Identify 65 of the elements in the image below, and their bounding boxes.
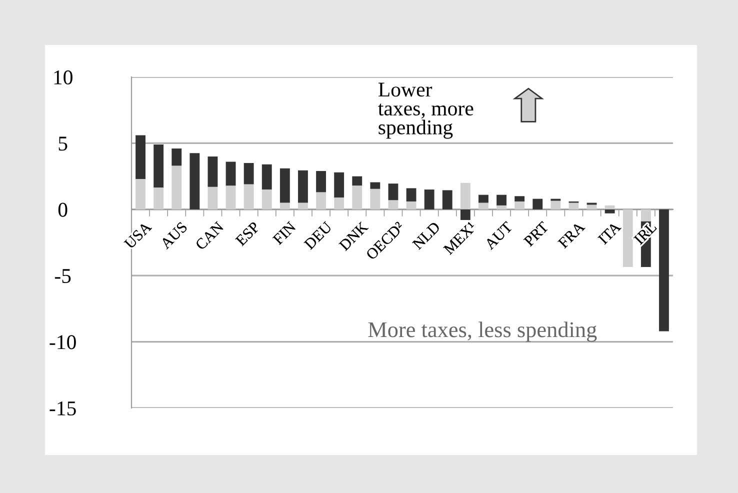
bar: [352, 176, 362, 186]
x-tick-label: ESP: [235, 221, 260, 246]
bar: [136, 135, 146, 179]
bar: [370, 182, 380, 189]
x-tick-label: PRT: [523, 221, 550, 247]
bar: [298, 170, 308, 203]
bar: [442, 190, 452, 210]
bar: [604, 205, 615, 210]
bar: [316, 192, 326, 210]
bar: [244, 184, 254, 210]
bar: [622, 209, 633, 267]
bar: [190, 153, 200, 210]
bar: [208, 156, 218, 187]
annotation: Lower taxes, more spending: [378, 82, 474, 139]
bar: [334, 197, 344, 210]
bar: [226, 186, 236, 210]
bar: [550, 200, 561, 210]
y-tick-label: 10: [54, 70, 72, 84]
bar: [478, 202, 488, 210]
bar: [478, 194, 488, 203]
bar: [586, 204, 597, 210]
y-tick-label: -15: [50, 401, 76, 416]
bar: [568, 202, 579, 210]
bar: [298, 202, 308, 210]
x-tick-label: ITA: [598, 220, 622, 245]
bar: [604, 209, 615, 214]
bar: [460, 182, 470, 210]
bar: [659, 209, 669, 332]
bar: [532, 198, 543, 210]
bar: [388, 200, 398, 210]
y-tick-label: -5: [54, 269, 71, 284]
bar: [136, 178, 146, 210]
y-tick-label: 5: [58, 136, 68, 151]
bar: [334, 172, 344, 198]
bar: [154, 144, 164, 188]
bar: [352, 186, 362, 210]
y-tick-label: 0: [58, 202, 68, 217]
annotation: More taxes, less spending: [368, 322, 597, 342]
x-tick-label: FRA: [558, 220, 586, 249]
x-tick-label: FIN: [272, 221, 296, 246]
bar: [154, 188, 164, 210]
x-tick-label: IRL: [634, 222, 657, 246]
bar: [514, 201, 525, 210]
bar: [244, 163, 254, 184]
bar: [496, 194, 506, 206]
bar: [226, 162, 236, 186]
bar: [640, 209, 651, 222]
bar: [460, 209, 470, 220]
bar: [406, 201, 416, 210]
bar: [370, 188, 380, 210]
bar: [280, 202, 290, 210]
bar: [172, 166, 182, 210]
bar: [424, 190, 434, 210]
bar: [388, 184, 398, 200]
bar: [262, 190, 272, 210]
bar: [172, 148, 182, 166]
bar: [316, 171, 326, 192]
bar: [208, 186, 218, 210]
bar: [496, 205, 506, 210]
y-tick-label: -10: [50, 335, 76, 350]
bar: [262, 164, 272, 190]
x-tick-label: USA: [124, 220, 152, 250]
bar: [406, 188, 416, 202]
bar: [514, 196, 525, 202]
bar: [280, 168, 290, 203]
